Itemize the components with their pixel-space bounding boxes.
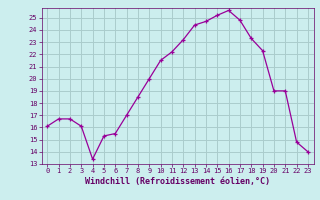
X-axis label: Windchill (Refroidissement éolien,°C): Windchill (Refroidissement éolien,°C) (85, 177, 270, 186)
